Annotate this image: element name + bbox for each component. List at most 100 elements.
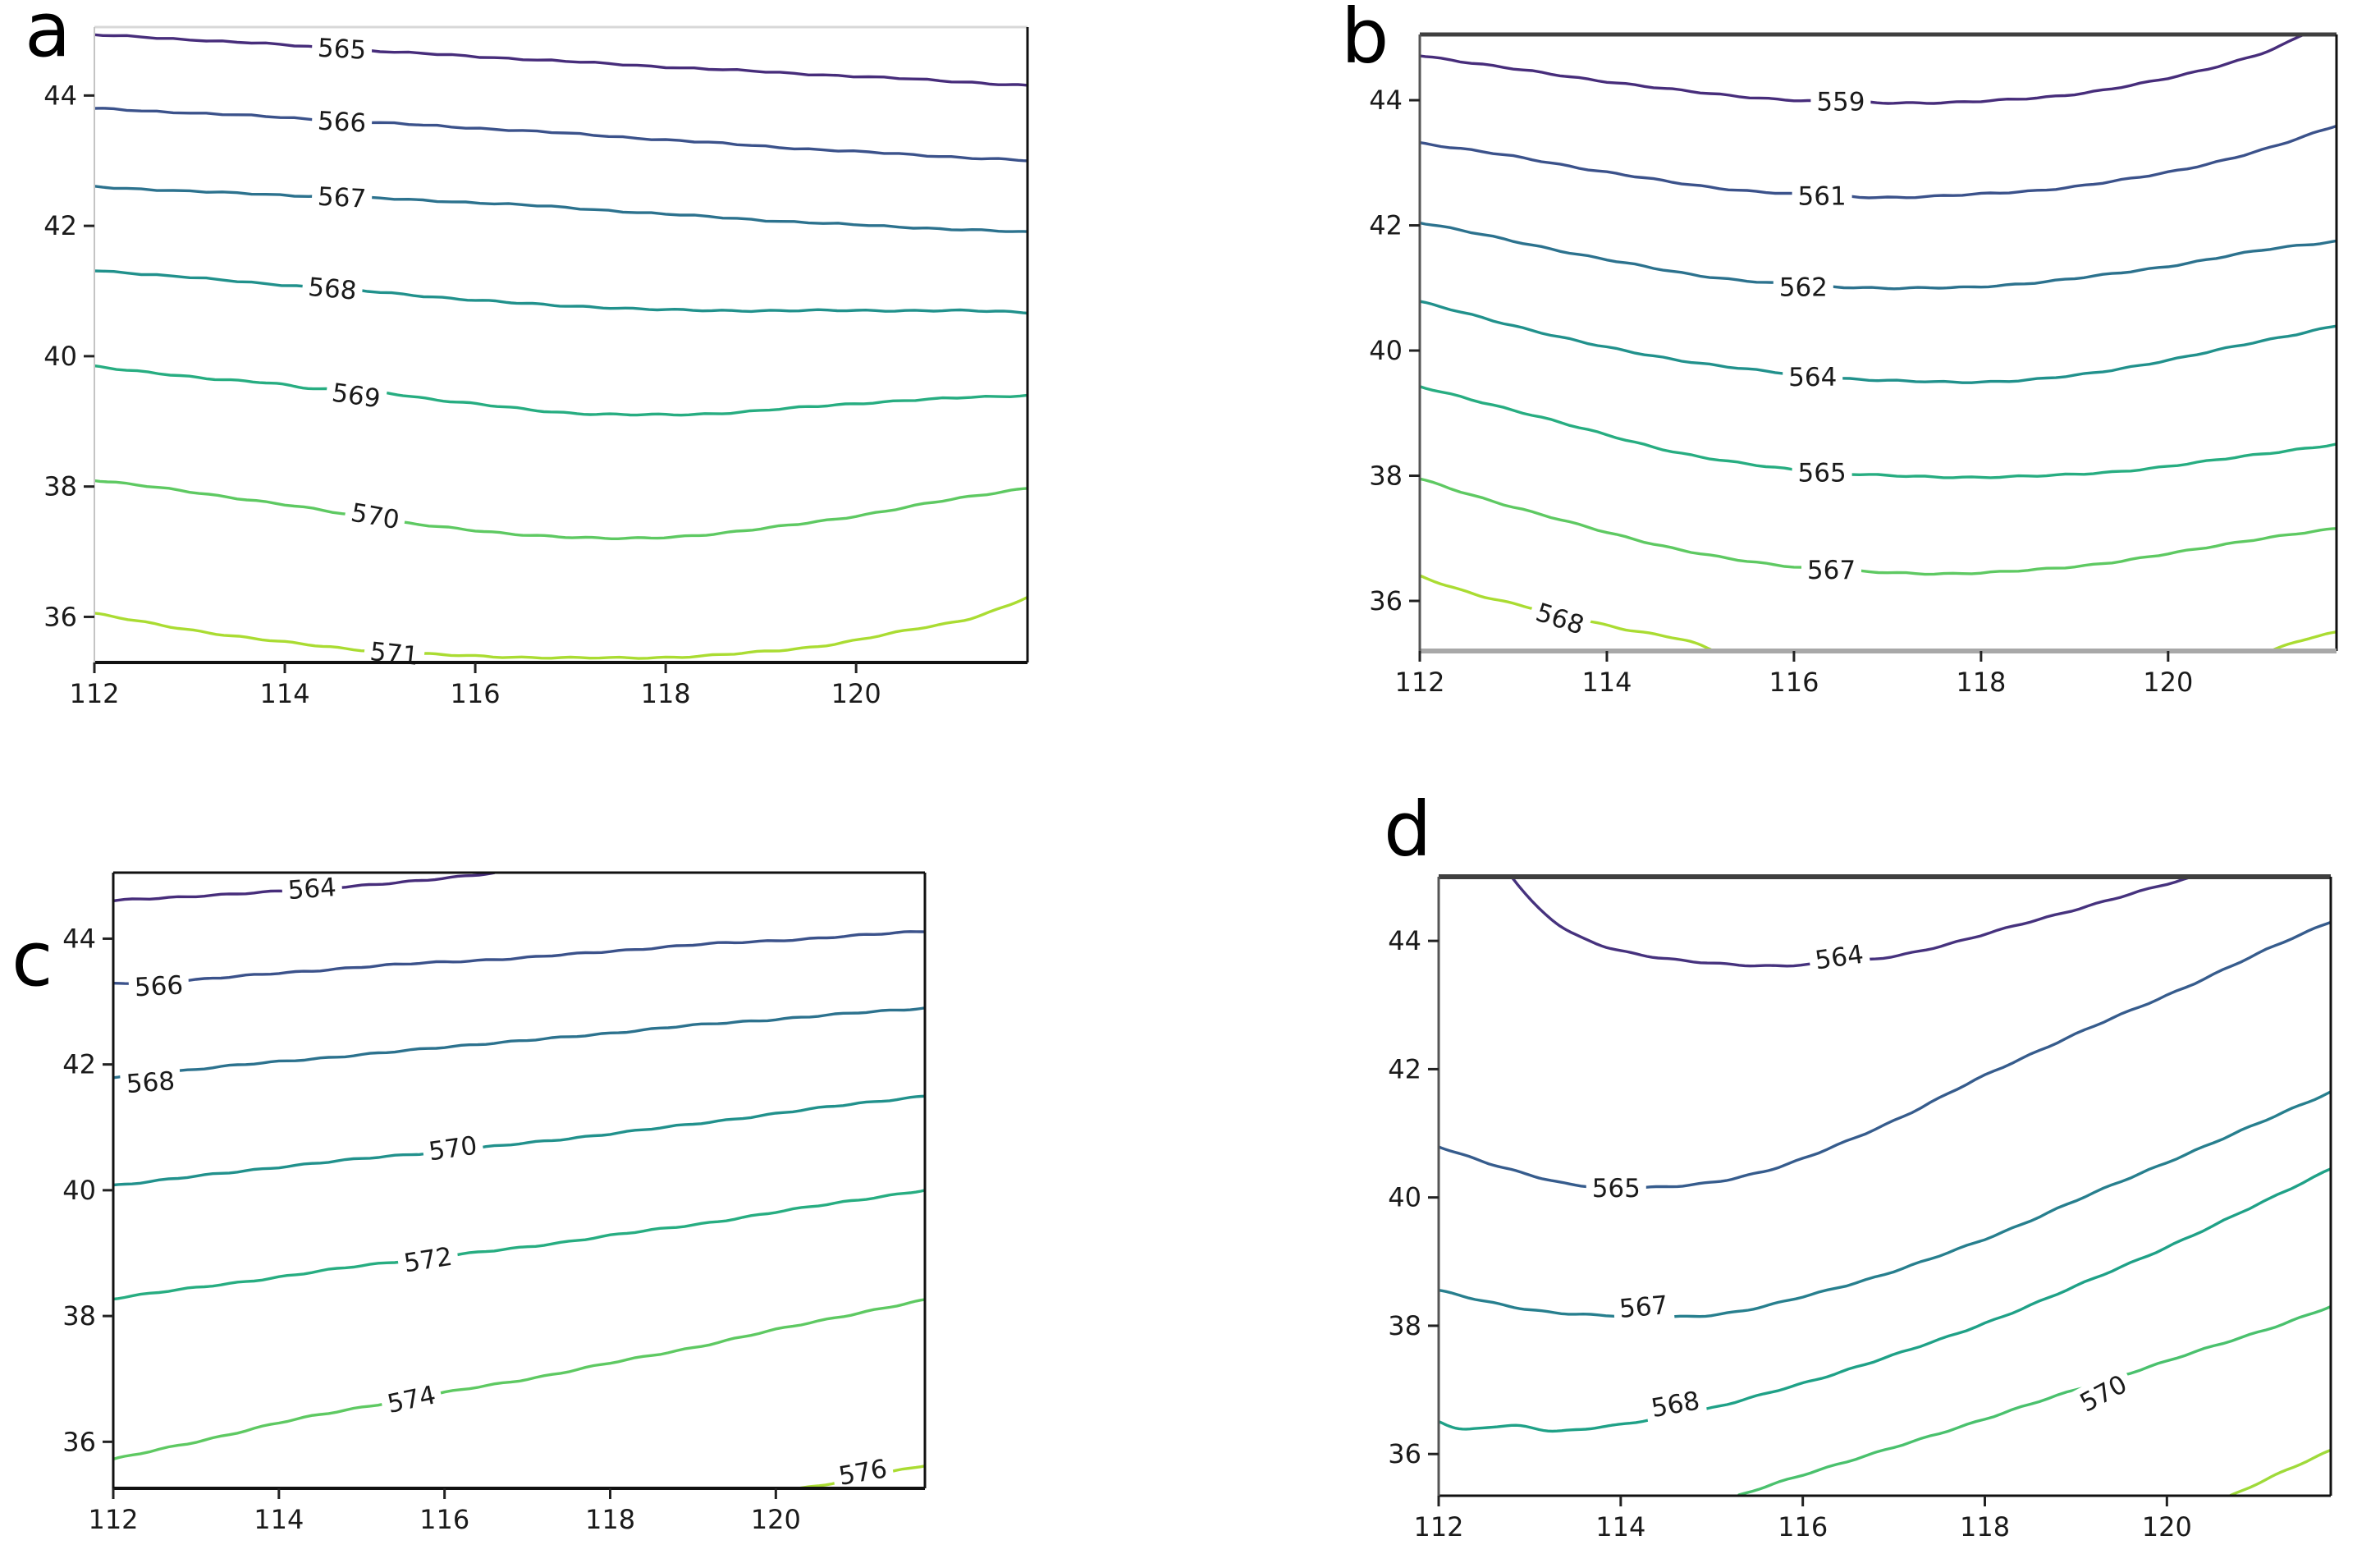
- contour-label-text: 567: [1618, 1290, 1669, 1324]
- contour-label-a-566: 566: [311, 104, 373, 139]
- contour-label-d-565: 565: [1586, 1171, 1646, 1203]
- contour-lines-b: [1420, 34, 2337, 651]
- contour-label-text: 568: [1532, 598, 1587, 641]
- y-tick-label-c-40: 40: [62, 1175, 96, 1206]
- contour-line-d-567: [1439, 1090, 2331, 1319]
- panel-b: 559 561 562 564 565 567 568 112 114 116 118 120 36 38…: [1341, 0, 2338, 698]
- x-tick-label-d-116: 116: [1778, 1511, 1828, 1543]
- contour-label-c-570: 570: [420, 1128, 485, 1168]
- contour-label-b-568: 568: [1526, 594, 1594, 643]
- contour-line-c-568: [113, 1006, 925, 1080]
- contour-line-b-561: [1420, 124, 2337, 199]
- x-tick-label-c-114: 114: [254, 1504, 304, 1535]
- x-tick-label-b-118: 118: [1956, 667, 2006, 698]
- contour-line-c-570: [113, 1094, 925, 1187]
- contour-label-text: 559: [1816, 88, 1865, 117]
- contour-label-a-567: 567: [311, 180, 373, 215]
- contour-label-a-570: 570: [343, 495, 408, 537]
- panel-letter-c: c: [11, 915, 53, 1003]
- contour-line-b-568: [2269, 630, 2337, 651]
- contour-line-d-568: [1439, 1167, 2331, 1433]
- contour-label-text: 570: [427, 1131, 479, 1167]
- contour-line-c-572: [113, 1189, 925, 1301]
- contour-label-text: 566: [317, 107, 367, 139]
- contour-line-d-565: [1439, 920, 2331, 1190]
- contour-lines-a: [94, 33, 1028, 660]
- y-tick-label-c-36: 36: [62, 1426, 96, 1457]
- contour-lines-c: [113, 873, 925, 1488]
- contour-lines-d: [1439, 877, 2331, 1496]
- contour-line-a-565: [94, 33, 1028, 87]
- contour-label-text: 567: [317, 182, 367, 214]
- contour-line-d-564: [1510, 877, 2196, 968]
- contour-label-a-571: 571: [363, 635, 426, 672]
- contour-line-a-566: [94, 107, 1028, 163]
- contour-label-b-564: 564: [1783, 361, 1843, 393]
- panel-c: 564 566 568 570 572 574 576 112 114 116 118 120 36 38…: [11, 870, 927, 1535]
- contour-label-c-564: 564: [281, 870, 343, 906]
- x-tick-label-a-120: 120: [831, 678, 881, 709]
- contour-line-b-562: [1420, 221, 2337, 291]
- y-tick-label-a-38: 38: [43, 471, 77, 502]
- contour-line-a-569: [94, 364, 1028, 417]
- y-tick-label-a-44: 44: [43, 80, 77, 111]
- panel-a: 565 566 567 568 569 570 571 112 114 116 118 120 36 38…: [25, 0, 1029, 709]
- panel-letter-d: d: [1384, 786, 1431, 873]
- contour-line-a-567: [94, 185, 1028, 233]
- y-tick-label-a-40: 40: [43, 341, 77, 372]
- contour-label-text: 574: [385, 1380, 438, 1419]
- contour-label-text: 567: [1807, 556, 1856, 585]
- x-tick-label-d-112: 112: [1413, 1511, 1463, 1543]
- y-tick-label-b-36: 36: [1369, 585, 1403, 617]
- contour-line-d-570: [1737, 1304, 2331, 1496]
- contour-label-text: 565: [1592, 1174, 1641, 1203]
- contour-label-b-561: 561: [1792, 180, 1852, 212]
- y-tick-label-a-36: 36: [43, 601, 77, 632]
- y-tick-label-b-44: 44: [1369, 85, 1403, 116]
- panel-letter-a: a: [25, 0, 71, 74]
- contour-label-text: 565: [1798, 459, 1847, 488]
- contour-line-a-570: [94, 479, 1028, 540]
- y-tick-label-c-38: 38: [62, 1300, 96, 1332]
- contour-label-c-576: 576: [831, 1451, 895, 1493]
- y-tick-label-c-44: 44: [62, 923, 96, 954]
- x-tick-label-b-116: 116: [1769, 667, 1819, 698]
- contour-label-text: 565: [317, 34, 367, 66]
- contour-label-c-566: 566: [128, 969, 190, 1003]
- y-tick-label-d-44: 44: [1388, 925, 1421, 956]
- contour-label-d-568: 568: [1643, 1383, 1708, 1425]
- x-tick-label-c-116: 116: [419, 1504, 469, 1535]
- y-tick-label-a-42: 42: [43, 210, 77, 241]
- contour-label-text: 571: [368, 637, 420, 672]
- contour-line-c-566: [113, 930, 925, 985]
- y-tick-label-d-36: 36: [1388, 1438, 1421, 1469]
- x-tick-label-d-118: 118: [1960, 1511, 2010, 1543]
- contour-line-d-572: [2229, 1448, 2331, 1496]
- contour-label-b-562: 562: [1773, 271, 1833, 303]
- contour-line-b-565: [1420, 385, 2337, 479]
- y-tick-label-c-42: 42: [62, 1049, 96, 1080]
- x-tick-label-c-112: 112: [88, 1504, 138, 1535]
- x-tick-label-a-114: 114: [260, 678, 310, 709]
- contour-label-text: 564: [1788, 363, 1837, 392]
- contour-label-a-568: 568: [301, 270, 364, 307]
- contour-line-a-568: [94, 269, 1028, 315]
- contour-line-b-567: [1420, 477, 2337, 576]
- contour-label-text: 562: [1779, 273, 1828, 302]
- x-tick-label-c-120: 120: [751, 1504, 801, 1535]
- y-tick-label-b-38: 38: [1369, 461, 1403, 492]
- y-tick-label-b-40: 40: [1369, 335, 1403, 366]
- x-tick-label-b-112: 112: [1394, 667, 1444, 698]
- contour-label-c-574: 574: [378, 1378, 444, 1421]
- y-tick-label-b-42: 42: [1369, 210, 1403, 241]
- x-tick-label-b-120: 120: [2143, 667, 2193, 698]
- contour-line-c-574: [113, 1298, 925, 1461]
- y-tick-label-d-40: 40: [1388, 1182, 1421, 1213]
- contour-label-b-567: 567: [1801, 553, 1862, 585]
- contour-label-text: 564: [287, 873, 338, 905]
- contour-label-b-559: 559: [1810, 85, 1871, 117]
- contour-label-text: 569: [330, 378, 382, 415]
